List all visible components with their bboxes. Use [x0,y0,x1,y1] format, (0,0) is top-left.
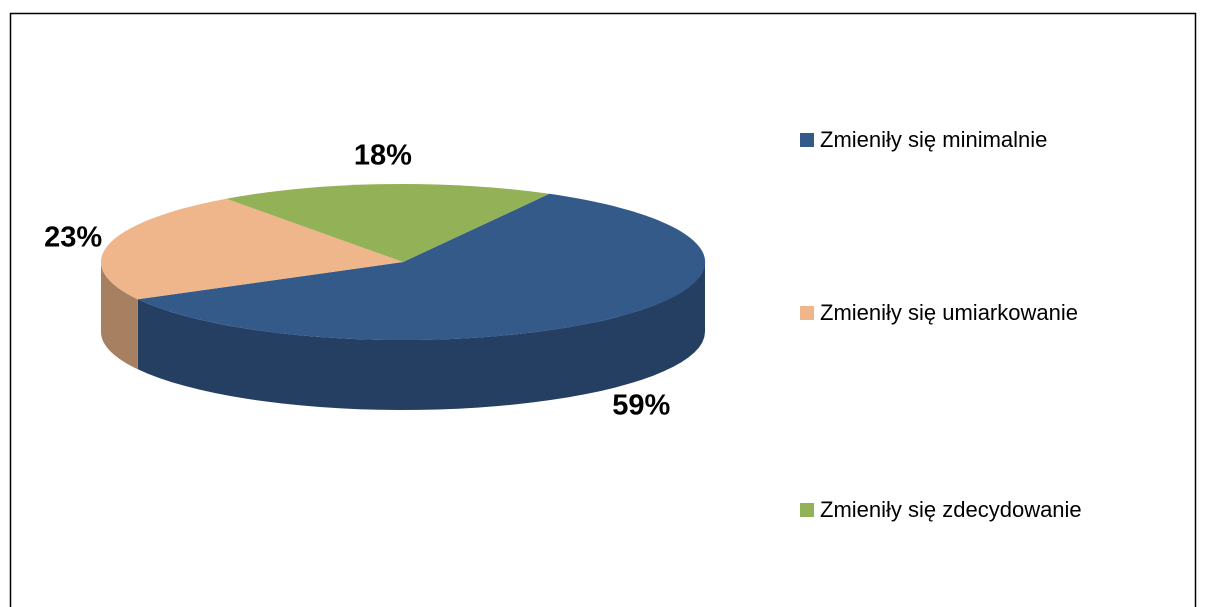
legend-label: Zmieniły się minimalnie [820,127,1047,152]
legend-swatch [800,306,814,320]
data-label: 59% [612,389,670,421]
legend-swatch [800,503,814,517]
legend-swatch [800,133,814,147]
pie-slice [226,183,550,262]
pie-slice-side [101,262,138,370]
data-label: 23% [44,221,102,253]
pie-slice [137,193,706,341]
legend-label: Zmieniły się zdecydowanie [820,497,1082,522]
data-label: 18% [354,140,412,172]
pie-slice [100,198,404,300]
pie-slice-side [137,262,706,410]
legend-label: Zmieniły się umiarkowanie [820,300,1078,325]
